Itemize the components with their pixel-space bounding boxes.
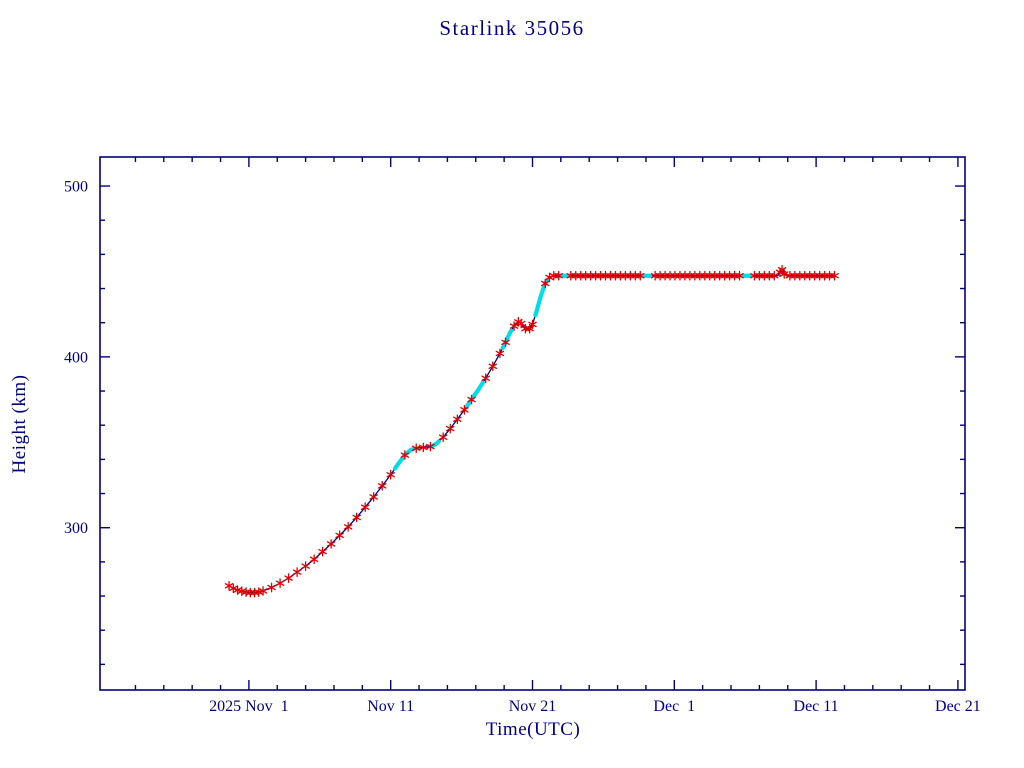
x-tick-label: Nov 11 (367, 698, 414, 715)
plot-frame (99, 156, 966, 691)
data-point-asterisks (224, 264, 839, 598)
y-tick-label: 500 (64, 179, 88, 196)
maneuver-segment (392, 447, 416, 471)
chart-title: Starlink 35056 (439, 16, 585, 40)
x-tick-label: Nov 21 (509, 698, 557, 715)
y-tick-label: 300 (64, 520, 88, 537)
data-line (228, 269, 835, 594)
x-tick-label: Dec 1 (653, 698, 695, 715)
y-axis-label: Height (km) (9, 374, 30, 474)
x-tick-label: 2025 Nov 1 (209, 698, 289, 715)
x-axis-label: Time(UTC) (485, 719, 581, 740)
maneuver-segment (465, 380, 485, 408)
x-tick-label: Dec 11 (794, 698, 839, 715)
maneuver-segment (500, 328, 514, 351)
y-tick-label: 400 (64, 349, 88, 366)
x-tick-label: Dec 21 (935, 698, 981, 715)
